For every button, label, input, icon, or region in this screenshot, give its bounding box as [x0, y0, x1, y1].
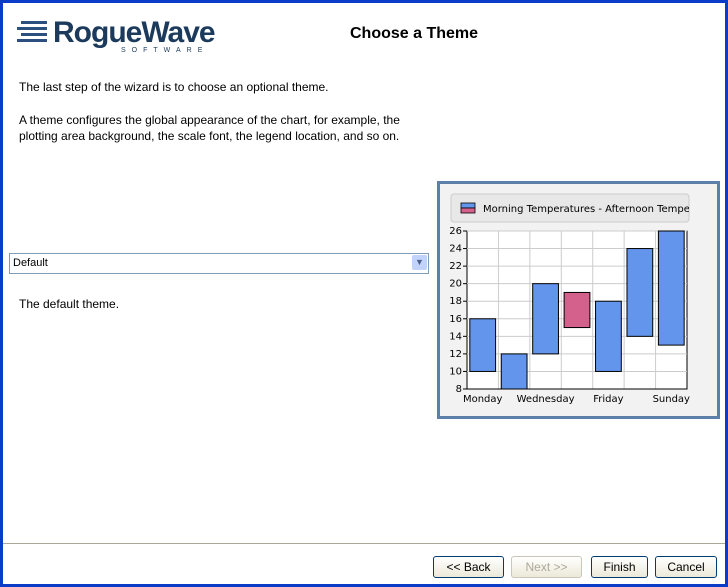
x-tick-label: Friday [593, 394, 623, 405]
bar [657, 230, 685, 346]
theme-description: The default theme. [19, 297, 120, 311]
bar [595, 300, 622, 372]
logo-text: RogueWave [53, 16, 215, 49]
separator [3, 543, 725, 544]
legend-clip: Morning Temperatures - Afternoon Temper [483, 204, 695, 215]
intro-text: A theme configures the global appearance… [19, 113, 400, 143]
intro-text: The last step of the wizard is to choose… [19, 80, 329, 94]
finish-button[interactable]: Finish [591, 556, 648, 578]
theme-select[interactable]: Default ▼ [9, 253, 429, 274]
next-button: Next >> [511, 556, 582, 578]
legend-label: Morning Temperatures - Afternoon Temper [483, 204, 695, 215]
y-tick-label: 24 [449, 244, 462, 255]
legend-swatch [460, 202, 476, 209]
bar [500, 353, 528, 390]
legend-box [450, 193, 690, 223]
back-button[interactable]: << Back [433, 556, 504, 578]
legend-swatch [460, 207, 476, 214]
x-tick-label: Sunday [653, 394, 690, 405]
y-tick-label: 26 [449, 226, 462, 237]
y-tick-label: 22 [449, 261, 462, 272]
chart-preview: Morning Temperatures - Afternoon Temper 8… [437, 181, 720, 419]
y-tick-label: 8 [456, 384, 462, 395]
y-tick-label: 16 [449, 314, 462, 325]
cancel-button[interactable]: Cancel [655, 556, 717, 578]
bar [469, 318, 497, 372]
bar [532, 283, 559, 355]
logo-subtext: SOFTWARE [121, 47, 208, 54]
y-tick-label: 12 [449, 349, 462, 360]
bar [563, 291, 591, 329]
page-title: Choose a Theme [350, 25, 479, 42]
x-tick-label: Monday [463, 394, 503, 405]
y-tick-label: 18 [449, 296, 462, 307]
y-tick-label: 20 [449, 279, 462, 290]
x-tick-label: Wednesday [517, 394, 575, 405]
y-tick-label: 14 [449, 331, 462, 342]
dropdown-arrow[interactable]: ▼ [412, 255, 427, 270]
select-value: Default [13, 257, 48, 269]
y-tick-label: 10 [449, 366, 462, 377]
logo: RogueWave SOFTWARE [17, 16, 216, 54]
bar [626, 248, 654, 337]
